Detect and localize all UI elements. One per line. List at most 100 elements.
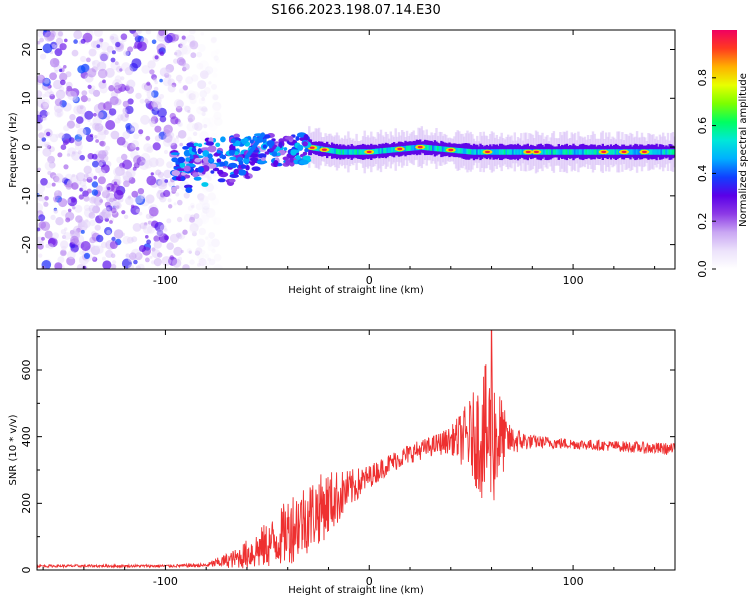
noise-blob — [173, 58, 179, 64]
noise-blob — [150, 172, 154, 176]
transition-hotspot — [234, 151, 239, 156]
noise-blob — [58, 68, 63, 73]
noise-blob — [199, 214, 209, 225]
noise-blob — [92, 256, 98, 262]
transition-hotspot — [295, 136, 300, 140]
band-core — [616, 149, 619, 155]
noise-blob — [39, 37, 44, 43]
noise-blob — [157, 252, 163, 258]
noise-blob — [116, 156, 123, 164]
noise-blob — [176, 100, 184, 108]
noise-blob — [163, 133, 173, 143]
noise-blob — [76, 179, 82, 185]
noise-blob — [51, 43, 56, 49]
transition-hotspot — [249, 139, 254, 144]
band-core — [340, 149, 344, 155]
noise-blob — [182, 229, 188, 235]
noise-blob — [182, 85, 188, 91]
noise-blob — [40, 178, 48, 186]
noise-blob — [59, 72, 68, 82]
noise-blob — [41, 236, 45, 241]
noise-blob — [192, 123, 199, 130]
noise-blob — [157, 171, 164, 178]
noise-blob — [145, 30, 152, 35]
noise-blob — [133, 45, 137, 49]
noise-blob — [71, 151, 76, 155]
noise-blob — [65, 183, 73, 190]
noise-blob — [123, 50, 130, 57]
noise-blob — [212, 72, 218, 78]
band-core — [648, 149, 652, 155]
noise-blob — [122, 108, 128, 114]
figure-title: S166.2023.198.07.14.E30 — [271, 3, 440, 18]
band-core — [337, 149, 340, 155]
transition-clump — [257, 160, 268, 164]
noise-blob — [130, 122, 139, 131]
band-core — [384, 147, 388, 154]
noise-blob — [77, 65, 86, 74]
transition-clump — [302, 151, 308, 156]
noise-blob — [109, 241, 118, 249]
noise-blob — [213, 253, 222, 262]
noise-blob — [143, 143, 153, 153]
band-core — [317, 145, 321, 152]
noise-blob — [119, 68, 123, 72]
noise-blob — [133, 259, 138, 265]
noise-blob — [175, 192, 180, 197]
noise-blob — [122, 236, 131, 245]
noise-blob — [163, 149, 169, 155]
transition-clump — [220, 136, 226, 143]
band-core — [358, 149, 361, 155]
noise-blob — [147, 60, 156, 69]
noise-blob — [96, 61, 107, 72]
noise-blob — [114, 201, 122, 210]
band-core — [503, 149, 507, 155]
strong-core-peak — [448, 148, 454, 152]
noise-blob — [158, 131, 167, 140]
band-core — [516, 149, 520, 155]
noise-blob — [77, 127, 87, 138]
noise-blob — [131, 58, 142, 69]
noise-blob — [178, 43, 183, 49]
noise-blob — [211, 114, 219, 122]
noise-blob — [108, 85, 115, 92]
noise-blob — [85, 219, 89, 223]
noise-blob — [55, 217, 64, 226]
noise-blob — [173, 246, 183, 256]
transition-clump — [180, 176, 186, 182]
noise-blob — [211, 248, 216, 253]
noise-blob — [47, 237, 58, 248]
noise-blob — [91, 60, 96, 65]
noise-blob — [122, 159, 133, 170]
noise-blob — [45, 244, 50, 248]
noise-blob — [77, 221, 88, 232]
noise-blob — [100, 53, 108, 62]
noise-blob — [110, 130, 120, 140]
noise-blob — [113, 229, 124, 239]
noise-blob — [156, 229, 164, 238]
noise-blob — [99, 141, 105, 146]
noise-blob — [211, 67, 218, 73]
noise-blob — [213, 264, 223, 269]
noise-blob — [63, 164, 69, 170]
colorbar-tick-label: 0.8 — [696, 69, 709, 87]
noise-blob — [144, 98, 150, 104]
band-core — [414, 145, 417, 151]
noise-blob — [55, 37, 64, 46]
noise-blob — [210, 132, 218, 140]
band-core — [507, 149, 510, 155]
noise-blob — [94, 123, 104, 132]
noise-blob — [86, 188, 92, 194]
noise-blob — [52, 232, 59, 240]
noise-blob — [75, 123, 81, 129]
noise-blob — [71, 49, 79, 57]
noise-blob — [148, 118, 155, 125]
transition-clump — [171, 157, 179, 163]
noise-blob — [74, 139, 82, 147]
noise-blob — [104, 227, 113, 236]
noise-blob — [182, 264, 190, 269]
band-core — [562, 149, 565, 155]
spec-ytick-label: -20 — [20, 236, 33, 254]
band-core — [481, 149, 484, 155]
noise-blob — [73, 39, 78, 44]
